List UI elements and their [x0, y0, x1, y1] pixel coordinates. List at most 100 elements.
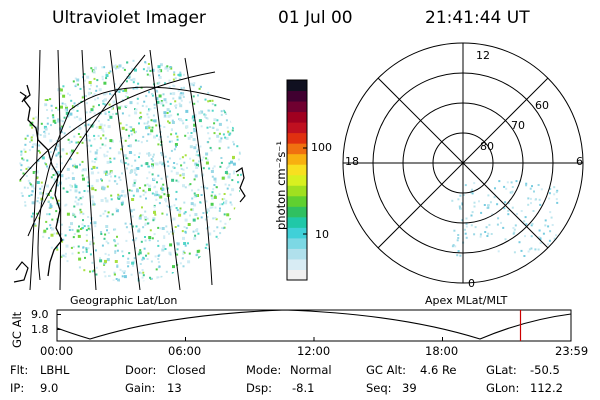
emission-pixel — [111, 139, 114, 143]
emission-pixel — [182, 73, 185, 76]
emission-pixel — [207, 91, 210, 94]
emission-pixel — [548, 239, 551, 242]
emission-pixel — [155, 97, 159, 101]
emission-pixel — [158, 94, 162, 98]
emission-pixel — [46, 165, 49, 168]
emission-pixel — [553, 186, 556, 189]
instrument-title: Ultraviolet Imager — [52, 8, 206, 28]
emission-pixel — [127, 145, 130, 147]
emission-pixel — [135, 237, 138, 240]
emission-pixel — [82, 212, 85, 215]
emission-pixel — [530, 235, 533, 238]
emission-pixel — [101, 143, 104, 146]
emission-pixel — [451, 199, 454, 202]
emission-pixel — [216, 119, 219, 122]
emission-pixel — [120, 194, 123, 197]
emission-pixel — [152, 119, 155, 122]
emission-pixel — [20, 192, 23, 195]
emission-pixel — [114, 228, 117, 231]
emission-pixel — [537, 184, 540, 186]
emission-pixel — [204, 116, 207, 118]
emission-pixel — [193, 192, 196, 195]
emission-pixel — [103, 271, 106, 274]
emission-pixel — [66, 212, 70, 216]
emission-pixel — [182, 250, 185, 253]
geographic-image — [13, 49, 246, 290]
emission-pixel — [219, 203, 222, 206]
emission-pixel — [132, 81, 135, 84]
emission-pixel — [226, 126, 229, 129]
emission-pixel — [158, 76, 162, 79]
emission-pixel — [105, 225, 109, 228]
emission-pixel — [32, 212, 34, 215]
emission-pixel — [225, 112, 228, 115]
emission-pixel — [144, 222, 147, 225]
emission-pixel — [81, 174, 84, 177]
emission-pixel — [155, 124, 158, 127]
emission-pixel — [133, 168, 137, 172]
emission-pixel — [104, 262, 107, 264]
glon-value: 112.2 — [530, 381, 563, 395]
emission-pixel — [57, 199, 60, 202]
emission-pixel — [187, 260, 191, 264]
emission-pixel — [496, 223, 499, 226]
emission-pixel — [177, 73, 180, 76]
emission-pixel — [148, 126, 151, 129]
emission-pixel — [196, 100, 199, 103]
emission-pixel — [43, 125, 47, 129]
emission-pixel — [479, 233, 482, 236]
emission-pixel — [121, 189, 125, 193]
emission-pixel — [67, 92, 69, 95]
emission-pixel — [69, 94, 71, 97]
emission-pixel — [478, 200, 480, 203]
emission-pixel — [129, 101, 133, 105]
emission-pixel — [227, 165, 230, 168]
emission-pixel — [470, 214, 473, 217]
emission-pixel — [547, 225, 550, 228]
emission-pixel — [154, 255, 157, 258]
emission-pixel — [174, 143, 178, 146]
emission-pixel — [20, 152, 23, 155]
emission-pixel — [106, 150, 109, 153]
emission-pixel — [103, 155, 106, 158]
emission-pixel — [142, 271, 145, 274]
emission-pixel — [205, 157, 208, 160]
coastline — [23, 84, 63, 277]
emission-pixel — [219, 165, 222, 168]
emission-pixel — [474, 226, 477, 229]
emission-pixel — [30, 193, 33, 196]
emission-pixel — [160, 187, 162, 190]
emission-pixel — [124, 222, 127, 225]
emission-pixel — [229, 132, 232, 135]
emission-pixel — [60, 105, 63, 109]
emission-pixel — [529, 197, 532, 200]
emission-pixel — [101, 244, 104, 247]
coastline — [235, 167, 246, 203]
emission-pixel — [31, 121, 34, 124]
emission-pixel — [64, 103, 67, 105]
emission-pixel — [52, 116, 55, 119]
emission-pixel — [112, 65, 116, 69]
emission-pixel — [549, 211, 552, 214]
emission-pixel — [59, 88, 63, 92]
emission-pixel — [486, 206, 489, 209]
emission-pixel — [99, 123, 103, 127]
emission-pixel — [74, 163, 76, 166]
emission-pixel — [210, 194, 213, 197]
emission-pixel — [191, 117, 194, 120]
emission-pixel — [99, 137, 102, 140]
emission-pixel — [161, 163, 164, 166]
emission-pixel — [148, 108, 150, 111]
emission-pixel — [99, 146, 102, 149]
emission-pixel — [79, 136, 82, 138]
emission-pixel — [497, 217, 500, 220]
emission-pixel — [49, 98, 52, 101]
emission-pixel — [167, 120, 169, 123]
emission-pixel — [211, 191, 214, 194]
emission-pixel — [32, 171, 36, 174]
emission-pixel — [126, 61, 129, 64]
emission-pixel — [52, 119, 56, 123]
emission-pixel — [24, 201, 27, 204]
emission-pixel — [204, 246, 207, 249]
emission-pixel — [84, 256, 86, 259]
